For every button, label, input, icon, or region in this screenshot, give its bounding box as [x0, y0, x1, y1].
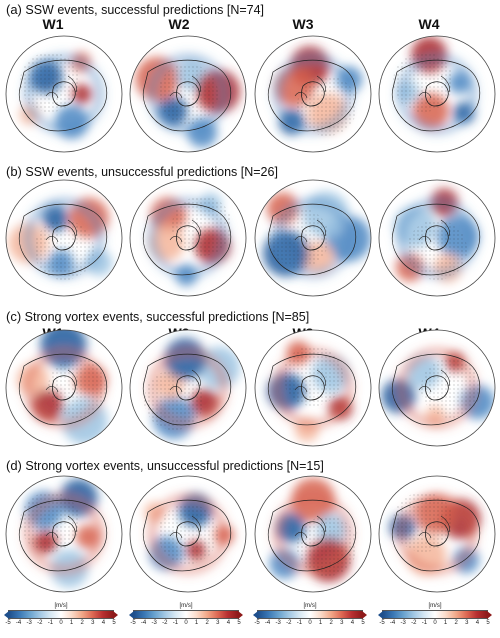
colorbar-tick-label: 1	[194, 620, 199, 626]
week-label-a-3: W3	[292, 16, 314, 32]
colorbar-tick-label: 3	[216, 620, 220, 626]
panel-b-title: (b) SSW events, unsuccessful predictions…	[6, 164, 278, 179]
panel-c-tag: (c)	[6, 309, 22, 324]
colorbar-tick-label: 3	[340, 620, 344, 626]
colorbar-tick-label: 1	[318, 620, 323, 626]
polar-map	[378, 329, 496, 447]
panel-c-text: Strong vortex events, successful predict…	[24, 310, 310, 324]
panel-a-tag: (a)	[6, 2, 22, 17]
polar-map	[129, 35, 247, 153]
colorbar-tick-label: 0	[184, 620, 188, 626]
colorbar-ticks: -5 -4 -3 -2 -1 0 1 2 3 4 5	[5, 619, 115, 628]
polar-map	[5, 179, 123, 297]
panel-d-tag: (d)	[6, 458, 22, 473]
polar-map	[129, 179, 247, 297]
colorbar-1: [m/s] -5 -4 -3 -2 -1 0 1 2 3 4 5	[4, 603, 118, 628]
colorbar-tick-label: -5	[130, 620, 136, 626]
colorbar-tick-label: 0	[59, 620, 63, 626]
colorbar-gradient	[4, 610, 118, 619]
colorbar-tick-label: -4	[389, 620, 396, 626]
colorbar-tick-label: -3	[400, 620, 406, 626]
panel-a-title: (a) SSW events, successful predictions […	[6, 2, 264, 17]
polar-map	[129, 329, 247, 447]
polar-map	[254, 475, 372, 593]
colorbar-tick-label: 0	[433, 620, 437, 626]
colorbar-tick-label: 5	[486, 620, 490, 626]
colorbar-tick-label: -1	[296, 620, 303, 626]
panel-b-text: SSW events, unsuccessful predictions [N=…	[25, 165, 278, 179]
colorbar-2: [m/s] -5 -4 -3 -2 -1 0 1 2 3 4 5	[129, 603, 243, 628]
polar-map	[129, 475, 247, 593]
panel-b-tag: (b)	[6, 164, 22, 179]
polar-map	[5, 329, 123, 447]
polar-map	[378, 475, 496, 593]
colorbar-3: [m/s] -5 -4 -3 -2 -1 0 1 2 3 4 5	[253, 603, 367, 628]
polar-map	[254, 179, 372, 297]
colorbar-tick-label: -3	[275, 620, 281, 626]
colorbar-unit: [m/s]	[54, 603, 68, 609]
polar-map	[254, 35, 372, 153]
colorbar-tick-label: -5	[254, 620, 260, 626]
colorbar-tick-label: 5	[237, 620, 241, 626]
panel-d-title: (d) Strong vortex events, unsuccessful p…	[6, 458, 324, 473]
colorbar-tick-label: 2	[205, 620, 209, 626]
colorbar-unit: [m/s]	[179, 603, 193, 609]
colorbar-tick-label: -1	[172, 620, 179, 626]
colorbar-tick-label: 2	[329, 620, 333, 626]
colorbar-tick-label: 0	[308, 620, 312, 626]
colorbar-tick-label: -2	[286, 620, 292, 626]
colorbar-tick-label: -3	[26, 620, 32, 626]
colorbar-4: [m/s] -5 -4 -3 -2 -1 0 1 2 3 4 5	[378, 603, 492, 628]
colorbar-tick-label: 4	[226, 620, 231, 626]
colorbar-tick-label: -2	[37, 620, 43, 626]
colorbar-tick-label: 4	[101, 620, 106, 626]
colorbar-tick-label: 5	[361, 620, 365, 626]
colorbar-gradient	[378, 610, 492, 619]
colorbar-tick-label: -5	[5, 620, 11, 626]
colorbar-tick-label: -4	[15, 620, 22, 626]
colorbar-tick-label: 1	[443, 620, 448, 626]
colorbar-tick-label: 5	[112, 620, 116, 626]
colorbar-ticks: -5 -4 -3 -2 -1 0 1 2 3 4 5	[254, 619, 364, 628]
colorbar-tick-label: -2	[411, 620, 417, 626]
colorbar-unit: [m/s]	[303, 603, 317, 609]
map-layer	[5, 35, 496, 593]
week-label-a-1: W1	[42, 16, 64, 32]
colorbar-tick-label: -1	[47, 620, 54, 626]
colorbar-tick-label: -2	[162, 620, 168, 626]
colorbar-gradient	[253, 610, 367, 619]
colorbar-tick-label: -4	[140, 620, 147, 626]
colorbar-tick-label: 2	[80, 620, 84, 626]
colorbar-tick-label: 1	[69, 620, 74, 626]
colorbar-tick-label: -3	[151, 620, 157, 626]
colorbar-tick-label: -5	[379, 620, 385, 626]
polar-map	[5, 475, 123, 593]
panel-c-title: (c) Strong vortex events, successful pre…	[6, 309, 309, 324]
colorbar-tick-label: -1	[421, 620, 428, 626]
polar-map	[254, 329, 372, 447]
colorbar-tick-label: 3	[465, 620, 469, 626]
polar-map	[378, 179, 496, 297]
colorbar-tick-label: 3	[91, 620, 95, 626]
week-label-a-2: W2	[168, 16, 190, 32]
colorbar-tick-label: -4	[264, 620, 271, 626]
colorbar-ticks: -5 -4 -3 -2 -1 0 1 2 3 4 5	[130, 619, 240, 628]
colorbar-unit: [m/s]	[428, 603, 442, 609]
panel-d-text: Strong vortex events, unsuccessful predi…	[25, 459, 324, 473]
panel-a-text: SSW events, successful predictions [N=74…	[25, 3, 265, 17]
polar-map	[378, 35, 496, 153]
polar-map	[5, 35, 123, 153]
colorbar-tick-label: 4	[350, 620, 355, 626]
colorbar-tick-label: 4	[475, 620, 480, 626]
colorbar-gradient	[129, 610, 243, 619]
colorbar-tick-label: 2	[454, 620, 458, 626]
week-label-a-4: W4	[418, 16, 440, 32]
colorbar-ticks: -5 -4 -3 -2 -1 0 1 2 3 4 5	[379, 619, 489, 628]
